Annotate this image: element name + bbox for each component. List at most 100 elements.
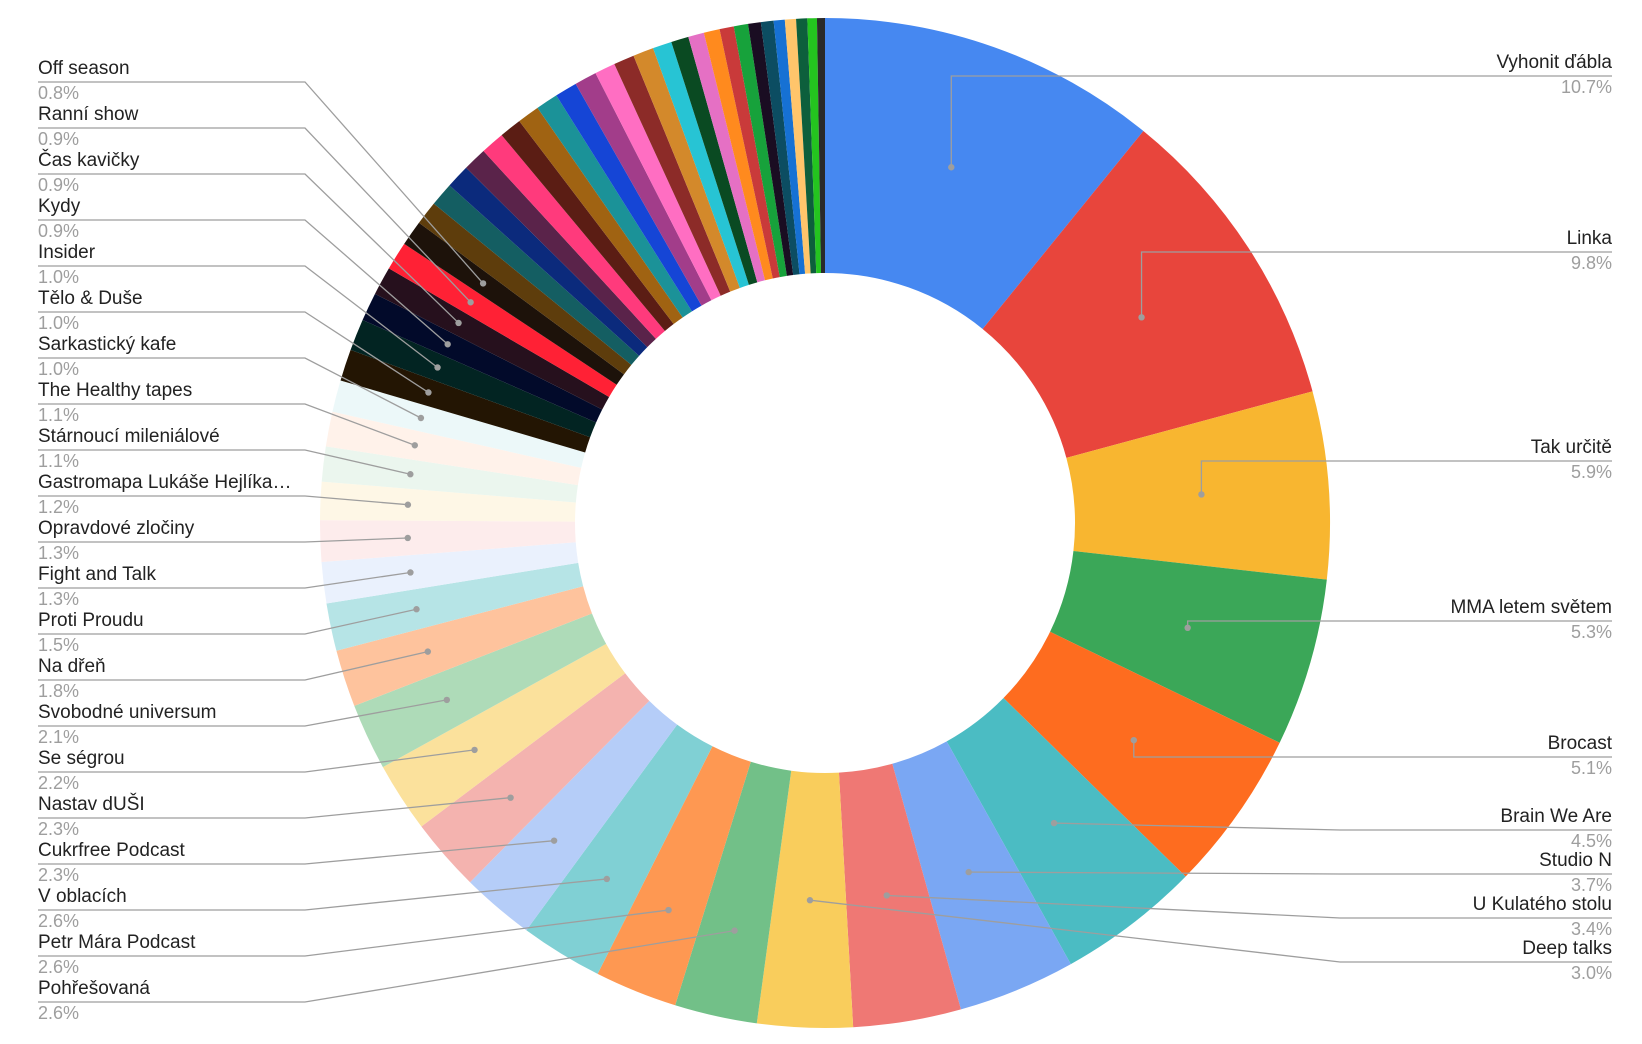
slice-kydy (362, 293, 603, 423)
pct-svobodne-universum: 2.1% (38, 727, 79, 747)
slice-37 (519, 107, 683, 325)
leader-kydy (38, 219, 449, 345)
leader-pohresovana (38, 929, 735, 1003)
slice-53 (784, 18, 811, 274)
pct-brocast: 5.1% (1571, 758, 1612, 778)
label-linka: Linka (1567, 228, 1613, 249)
pct-tak-urcite: 5.9% (1571, 462, 1612, 482)
slice-50 (748, 22, 794, 276)
leader-the-healthy-tapes (38, 403, 416, 446)
leader-dot-se-segrou (471, 746, 478, 754)
label-u-kulateho-stolu: U Kulatého stolu (1473, 894, 1612, 915)
leader-linka (1140, 251, 1612, 318)
label-insider: Insider (38, 242, 96, 263)
leader-dot-brocast (1130, 736, 1137, 744)
pct-starnouci-milenialove: 1.1% (38, 451, 79, 471)
label-starnouci-milenialove: Stárnoucí mileniálové (38, 426, 220, 447)
pct-cukrfree-podcast: 2.3% (38, 865, 79, 885)
slice-46 (688, 32, 766, 283)
leader-dot-studio-n (965, 868, 972, 876)
pct-brain-we-are: 4.5% (1571, 831, 1612, 851)
slice-44 (653, 41, 749, 288)
pct-mma-letem-svetem: 5.3% (1571, 622, 1612, 642)
pct-off-season: 0.8% (38, 83, 79, 103)
slice-gastromapa-lukase-hejlika (320, 481, 576, 522)
label-brain-we-are: Brain We Are (1500, 806, 1612, 827)
slice-deep-talks (756, 770, 854, 1028)
leader-na-dren (38, 651, 428, 681)
leader-dot-pohresovana (731, 927, 738, 934)
pct-insider: 1.0% (38, 267, 79, 287)
slice-54 (796, 18, 817, 274)
slice-56 (816, 18, 825, 274)
pct-nastav-dusi: 2.3% (38, 819, 79, 839)
leader-dot-brain-we-are (1050, 819, 1058, 827)
label-svobodne-universum: Svobodné universum (38, 702, 217, 723)
leader-nastav-dusi (38, 797, 511, 819)
leader-dot-cukrfree-podcast (550, 837, 558, 844)
pct-proti-proudu: 1.5% (38, 635, 79, 655)
slice-mma-letem-svetem (1050, 551, 1327, 743)
label-brocast: Brocast (1548, 733, 1613, 754)
pct-sarkasticky-kafe: 1.0% (38, 359, 79, 379)
leader-dot-linka (1138, 314, 1145, 321)
leader-dot-the-healthy-tapes (411, 442, 419, 449)
label-mma-letem-svetem: MMA letem světem (1450, 597, 1612, 618)
leader-telo-duse (38, 311, 429, 394)
leader-cas-kavicky (38, 173, 459, 324)
leader-proti-proudu (38, 608, 417, 635)
slice-the-healthy-tapes (325, 411, 582, 486)
label-telo-duse: Tělo & Duše (38, 288, 143, 309)
slice-49 (733, 23, 787, 278)
label-gastromapa-lukase-hejlika: Gastromapa Lukáše Hejlíka… (38, 472, 291, 493)
slice-34 (466, 151, 656, 348)
leader-dot-fight-and-talk (407, 569, 414, 576)
leader-studio-n (968, 871, 1612, 875)
slice-35 (483, 135, 665, 339)
slice-45 (671, 36, 758, 285)
pct-linka: 9.8% (1571, 253, 1612, 273)
leader-dot-mma-letem-svetem (1184, 624, 1191, 632)
pct-se-segrou: 2.2% (38, 773, 79, 793)
slice-opravdove-zlociny (320, 520, 576, 562)
leader-insider (38, 265, 438, 368)
leader-dot-sarkasticky-kafe (417, 414, 425, 422)
label-sarkasticky-kafe: Sarkastický kafe (38, 334, 176, 355)
label-na-dren: Na dřeň (38, 656, 106, 677)
slice-sarkasticky-kafe (332, 380, 586, 468)
pct-kydy: 0.9% (38, 221, 79, 241)
label-petr-mara-podcast: Petr Mára Podcast (38, 932, 196, 953)
label-studio-n: Studio N (1539, 850, 1612, 871)
leader-tak-urcite (1200, 460, 1612, 495)
slice-41 (595, 64, 721, 301)
slice-33 (449, 167, 648, 356)
slice-cukrfree-podcast (470, 700, 678, 931)
slice-off-season (404, 222, 624, 385)
slice-brain-we-are (946, 698, 1186, 965)
slice-petr-mara-podcast (597, 746, 751, 1006)
pct-u-kulateho-stolu: 3.4% (1571, 919, 1612, 939)
leader-dot-v-oblacich (603, 875, 611, 883)
slice-43 (633, 48, 740, 292)
leader-deep-talks (809, 899, 1612, 963)
leader-dot-gastromapa-lukase-hejlika (404, 501, 412, 508)
leader-dot-deep-talks (806, 897, 814, 904)
leader-gastromapa-lukase-hejlika (38, 495, 408, 506)
leader-dot-u-kulateho-stolu (883, 892, 890, 899)
slice-36 (501, 121, 674, 331)
slice-55 (807, 18, 822, 274)
slice-vyhonit-dabla (825, 18, 1144, 329)
label-pohresovana: Pohřešovaná (38, 978, 150, 999)
leader-v-oblacich (38, 878, 607, 911)
pct-telo-duse: 1.0% (38, 313, 79, 333)
leader-dot-kydy (444, 341, 451, 348)
leader-sarkasticky-kafe (38, 357, 422, 419)
label-tak-urcite: Tak určitě (1531, 437, 1612, 458)
leader-dot-telo-duse (425, 389, 432, 396)
slice-se-segrou (382, 643, 626, 827)
leader-cukrfree-podcast (38, 840, 555, 865)
leader-u-kulateho-stolu (886, 894, 1612, 919)
leader-dot-nastav-dusi (507, 794, 514, 801)
pct-deep-talks: 3.0% (1571, 963, 1612, 983)
